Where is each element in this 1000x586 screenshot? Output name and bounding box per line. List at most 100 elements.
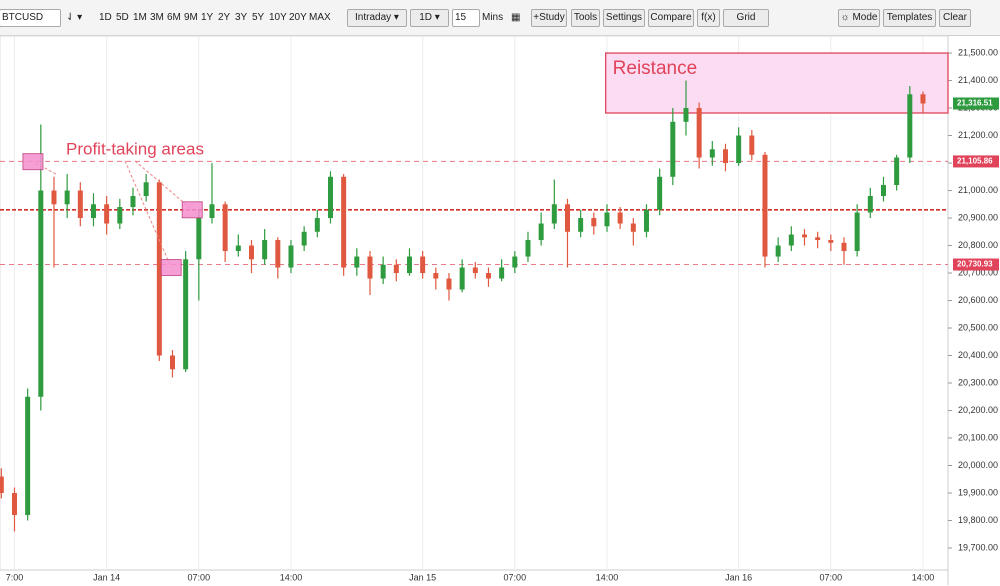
period-button[interactable]: 6M	[167, 12, 181, 23]
candle-body	[183, 259, 189, 370]
period-button[interactable]: 5Y	[252, 12, 265, 23]
resistance-zone	[605, 52, 949, 114]
period-button[interactable]: 1M	[133, 12, 147, 23]
candle-body	[0, 476, 4, 494]
candle-body	[169, 355, 175, 370]
clear-button[interactable]: Clear	[939, 9, 971, 27]
y-tick-label: 21,200.00	[958, 130, 998, 140]
toolbar-button[interactable]: Settings	[603, 9, 645, 27]
candle-body	[499, 267, 505, 279]
candle-body	[11, 493, 17, 516]
candle-body	[551, 204, 557, 224]
candle-body	[446, 278, 452, 290]
toolbar-button[interactable]: +Study	[531, 9, 567, 27]
x-tick-label: 07:00	[504, 572, 527, 582]
x-tick-label: 14:00	[912, 572, 935, 582]
period-button[interactable]: 5D	[116, 12, 129, 23]
period-button[interactable]: 20Y	[289, 12, 307, 23]
period-button[interactable]: 2Y	[218, 12, 231, 23]
candle-body	[564, 204, 570, 232]
candle-body	[657, 176, 663, 210]
y-tick-label: 20,500.00	[958, 322, 998, 332]
candle-body	[775, 245, 781, 257]
y-tick-label: 20,400.00	[958, 350, 998, 360]
period-button[interactable]: 1Y	[201, 12, 214, 23]
candle-body	[275, 240, 281, 268]
price-tag	[953, 258, 999, 271]
candle-body	[538, 223, 544, 241]
candle-body	[578, 218, 584, 232]
mode-button[interactable]: ☼ Mode	[838, 9, 880, 27]
candle-body	[406, 256, 412, 274]
candle-body	[327, 176, 333, 219]
toolbar-button[interactable]: Compare	[648, 9, 694, 27]
candle-body	[762, 154, 768, 257]
candle-body	[630, 223, 636, 232]
calendar-icon[interactable]: ▦	[511, 12, 521, 23]
candle-body	[209, 204, 215, 219]
candle-body	[77, 190, 83, 219]
interval-type-text: Intraday	[355, 12, 392, 23]
period-button[interactable]: 10Y	[269, 12, 287, 23]
candle-body	[880, 185, 886, 197]
plot-frame	[0, 35, 949, 571]
candle-body	[393, 264, 399, 274]
last-price-label: 21,316.51	[957, 99, 993, 108]
interval-type[interactable]: Intraday ▾	[347, 9, 407, 27]
candle-body	[617, 212, 623, 224]
toolbar-button[interactable]: Tools	[571, 9, 600, 27]
interval-value[interactable]: 15	[452, 9, 480, 27]
y-tick-label: 19,700.00	[958, 542, 998, 552]
period-button[interactable]: MAX	[309, 12, 331, 23]
candle-body	[51, 190, 57, 205]
candle-body	[894, 157, 900, 186]
interval-range[interactable]: 1D ▾	[410, 9, 449, 27]
price-tag-label: 20,730.93	[957, 260, 993, 269]
candle-body	[709, 149, 715, 158]
interval-unit: Mins	[482, 12, 504, 23]
zone-label: Reistance	[613, 58, 698, 79]
candle-body	[117, 207, 123, 224]
period-button[interactable]: 1D	[99, 12, 112, 23]
x-tick-label: 14:00	[280, 572, 303, 582]
candle-body	[696, 108, 702, 158]
candle-body	[64, 190, 70, 205]
candle-body	[380, 264, 386, 279]
candle-body	[38, 190, 44, 397]
candle-body	[156, 182, 162, 356]
candle-body	[262, 240, 268, 260]
price-tag	[953, 155, 999, 168]
candle-body	[420, 256, 426, 274]
candle-body	[248, 245, 254, 260]
period-button[interactable]: 3M	[150, 12, 164, 23]
candle-body	[433, 273, 439, 279]
y-tick-label: 20,300.00	[958, 377, 998, 387]
y-tick-label: 19,800.00	[958, 515, 998, 525]
note-marker	[22, 153, 44, 171]
price-tag-label: 21,105.86	[957, 157, 993, 166]
candle-body	[867, 196, 873, 213]
candle-body	[341, 176, 347, 268]
note-label: Profit-taking areas	[66, 139, 204, 158]
y-tick-label: 20,900.00	[958, 212, 998, 222]
symbol-input[interactable]: BTCUSD	[0, 9, 61, 27]
candle-body	[801, 234, 807, 238]
candle-body	[222, 204, 228, 252]
templates-button[interactable]: Templates	[883, 9, 936, 27]
candle-body	[459, 267, 465, 290]
x-tick-label: 7:00	[6, 572, 24, 582]
interval-range-text: 1D	[419, 12, 432, 23]
candle-body	[591, 218, 597, 227]
last-price-tag	[953, 97, 999, 110]
candle-body	[920, 94, 926, 104]
candle-body	[485, 273, 491, 279]
candle-body	[722, 149, 728, 164]
period-button[interactable]: 3Y	[235, 12, 248, 23]
toolbar-button[interactable]: Grid	[723, 9, 769, 27]
period-button[interactable]: 9M	[184, 12, 198, 23]
toolbar-button[interactable]: f(x)	[697, 9, 720, 27]
y-tick-label: 20,600.00	[958, 295, 998, 305]
draw-icon[interactable]: ⇃ ▾	[66, 12, 83, 23]
candle-body	[90, 204, 96, 219]
